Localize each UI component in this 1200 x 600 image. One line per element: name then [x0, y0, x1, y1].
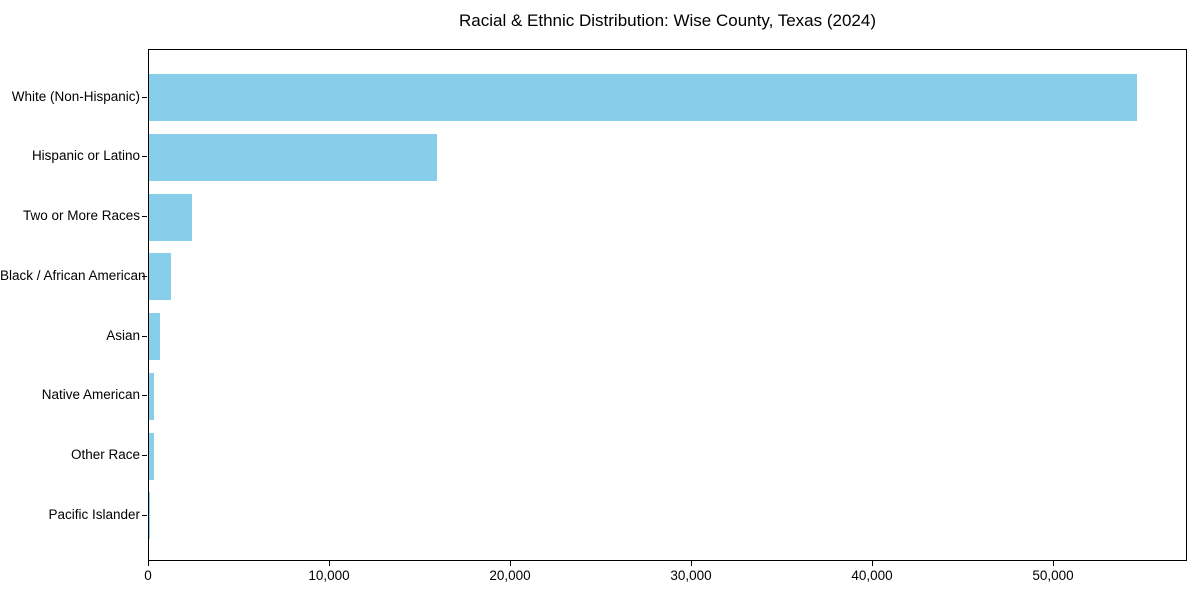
- x-tick-label: 40,000: [851, 568, 893, 583]
- y-tick-label: Two or More Races: [22, 208, 140, 224]
- x-tick-mark: [872, 561, 874, 566]
- x-tick-mark: [1053, 561, 1055, 566]
- y-tick-label: Native American: [41, 387, 140, 403]
- x-tick-label: 20,000: [489, 568, 531, 583]
- chart-title: Racial & Ethnic Distribution: Wise Count…: [459, 11, 876, 30]
- plot-area: [148, 49, 1187, 561]
- bar-asian: [149, 313, 160, 361]
- y-tick-mark: [142, 335, 147, 337]
- bar-black-african-american: [149, 253, 171, 301]
- x-tick-label: 0: [144, 568, 152, 583]
- x-tick-mark: [329, 561, 330, 566]
- y-tick-mark: [142, 275, 147, 277]
- x-tick-label: 50,000: [1032, 568, 1074, 583]
- y-tick-mark: [142, 156, 147, 158]
- bar-other-race: [149, 432, 154, 480]
- y-tick-label: Hispanic or Latino: [31, 148, 140, 164]
- x-tick-mark: [691, 561, 693, 566]
- x-tick-label: 30,000: [670, 568, 712, 583]
- y-tick-mark: [142, 514, 147, 516]
- y-tick-label: Pacific Islander: [48, 506, 140, 522]
- y-tick-mark: [142, 395, 147, 397]
- y-tick-label: Asian: [106, 327, 140, 343]
- y-tick-mark: [142, 455, 147, 457]
- y-tick-label: White (Non-Hispanic): [11, 88, 140, 104]
- bar-pacific-islander: [149, 492, 150, 540]
- x-tick-mark: [510, 561, 512, 566]
- y-tick-label: Black / African American: [0, 267, 146, 283]
- y-tick-mark: [142, 96, 147, 98]
- bar-native-american: [149, 372, 155, 420]
- x-tick-mark: [148, 561, 149, 566]
- y-tick-label: Other Race: [70, 447, 140, 463]
- y-tick-mark: [142, 216, 147, 218]
- bar-hispanic-or-latino: [149, 133, 437, 181]
- bar-white-non-hispanic: [149, 74, 1138, 122]
- x-tick-label: 10,000: [308, 568, 350, 583]
- bar-two-or-more-races: [149, 193, 193, 241]
